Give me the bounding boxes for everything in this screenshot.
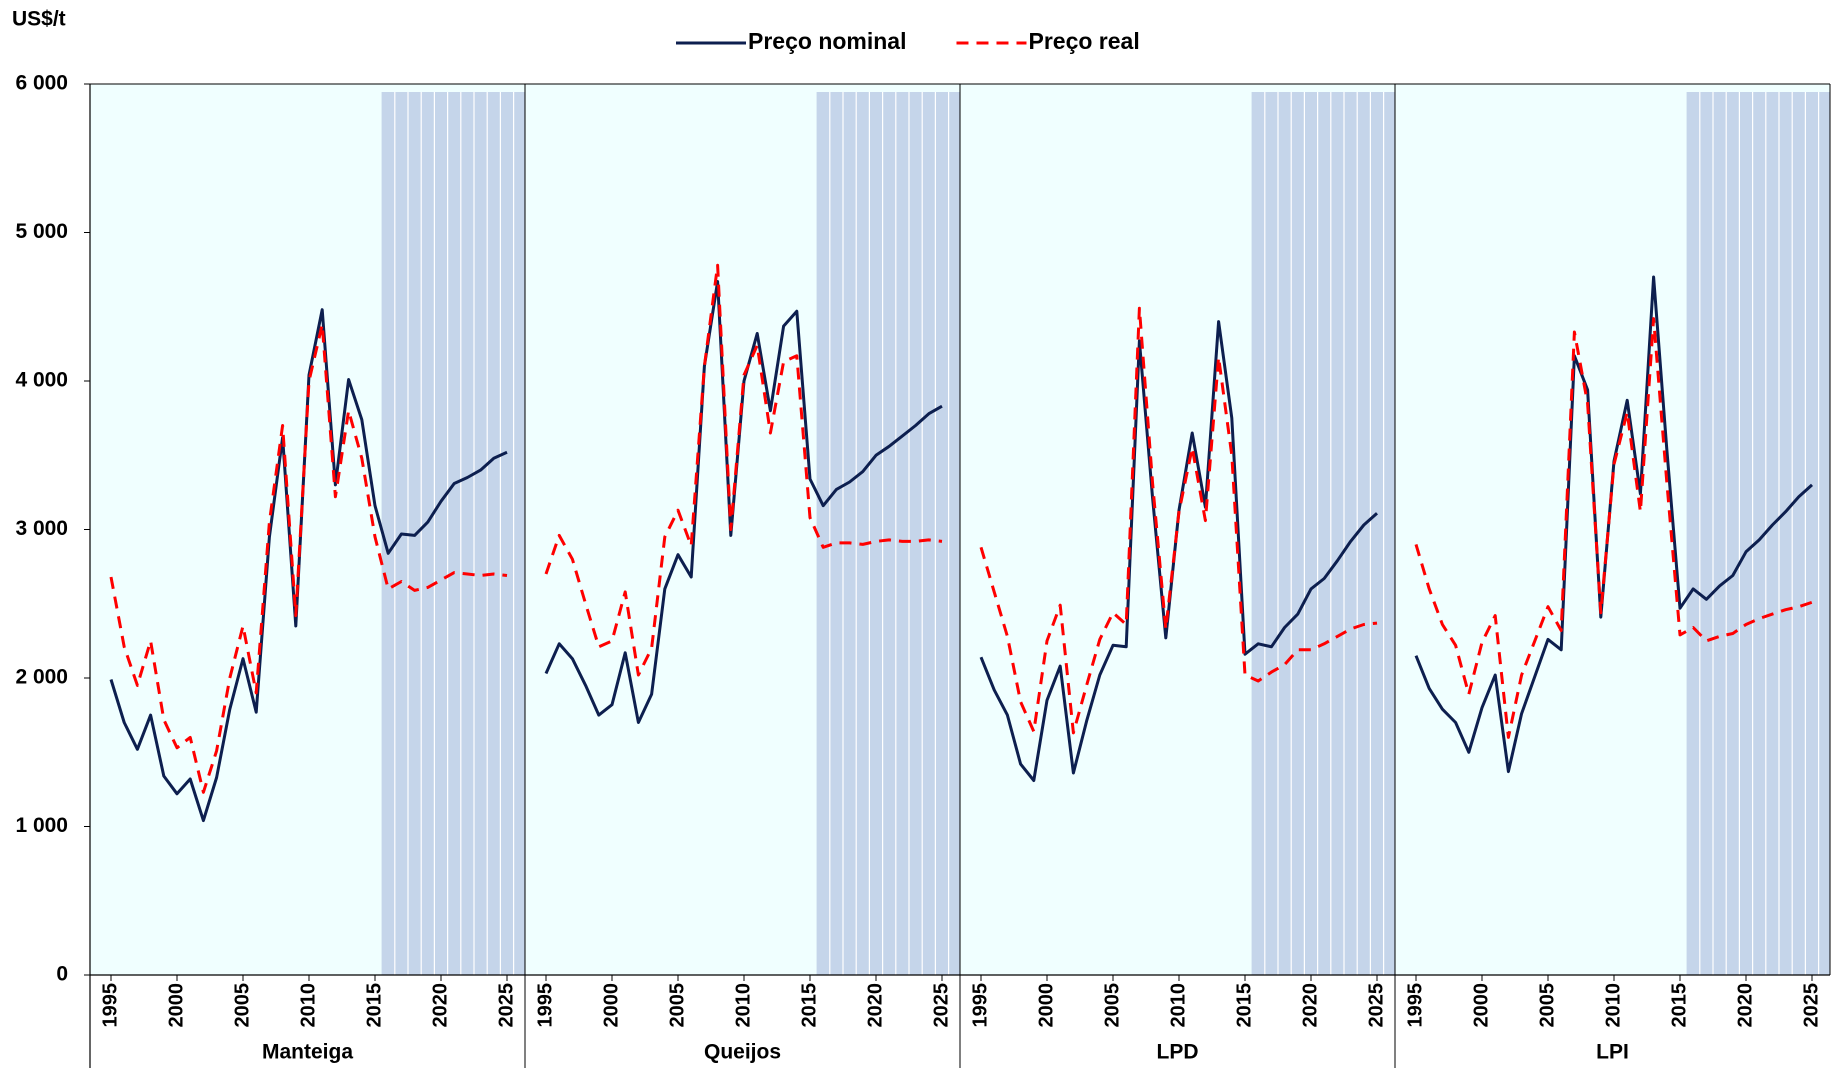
x-tick-label: 2025 <box>1365 983 1387 1028</box>
series-line <box>979 306 1378 735</box>
x-tick-label: 1995 <box>534 983 556 1028</box>
projection-shade <box>816 92 960 975</box>
y-tick-label: 6 000 <box>15 72 68 95</box>
legend-label: Preço nominal <box>748 28 906 54</box>
x-tick-label: 2015 <box>1233 983 1255 1028</box>
panel-label: Queijos <box>704 1041 781 1064</box>
panel-label: LPI <box>1596 1041 1629 1064</box>
x-tick-label: 2015 <box>363 983 385 1028</box>
x-tick-label: 2005 <box>666 983 688 1028</box>
x-tick-label: 2010 <box>1602 983 1624 1028</box>
x-tick-label: 1995 <box>1404 983 1426 1028</box>
x-tick-label: 2000 <box>1470 983 1492 1028</box>
x-tick-label: 2025 <box>1800 983 1822 1028</box>
legend-label: Preço real <box>1028 28 1139 54</box>
x-tick-label: 2025 <box>495 983 517 1028</box>
y-tick-label: 3 000 <box>15 517 68 540</box>
x-tick-label: 2010 <box>732 983 754 1028</box>
x-tick-label: 2005 <box>1101 983 1123 1028</box>
y-axis-label: US$/t <box>12 8 66 31</box>
y-tick-label: 2 000 <box>15 666 68 689</box>
y-tick-label: 1 000 <box>15 814 68 837</box>
series-line <box>979 320 1378 782</box>
x-tick-label: 2020 <box>864 983 886 1028</box>
x-tick-label: 1995 <box>99 983 121 1028</box>
series-line <box>1414 317 1813 739</box>
series-line <box>544 280 943 724</box>
series-line <box>544 263 943 677</box>
y-tick-label: 4 000 <box>15 369 68 392</box>
x-tick-label: 2000 <box>165 983 187 1028</box>
x-tick-label: 2005 <box>1536 983 1558 1028</box>
y-tick-label: 5 000 <box>15 220 68 243</box>
x-tick-label: 2020 <box>1734 983 1756 1028</box>
x-tick-label: 2000 <box>1035 983 1057 1028</box>
panel-label: LPD <box>1157 1041 1199 1064</box>
series-line <box>109 323 508 794</box>
x-tick-label: 2010 <box>1167 983 1189 1028</box>
projection-shade <box>1251 92 1395 975</box>
x-tick-label: 2005 <box>231 983 253 1028</box>
projection-shade <box>1686 92 1830 975</box>
x-tick-label: 2015 <box>798 983 820 1028</box>
x-tick-label: 2020 <box>1299 983 1321 1028</box>
x-tick-label: 2020 <box>429 983 451 1028</box>
x-tick-label: 2000 <box>600 983 622 1028</box>
x-tick-label: 1995 <box>969 983 991 1028</box>
x-tick-label: 2010 <box>297 983 319 1028</box>
x-tick-label: 2015 <box>1668 983 1690 1028</box>
y-tick-label: 0 <box>56 963 68 986</box>
panel-label: Manteiga <box>262 1041 353 1064</box>
x-tick-label: 2025 <box>930 983 952 1028</box>
